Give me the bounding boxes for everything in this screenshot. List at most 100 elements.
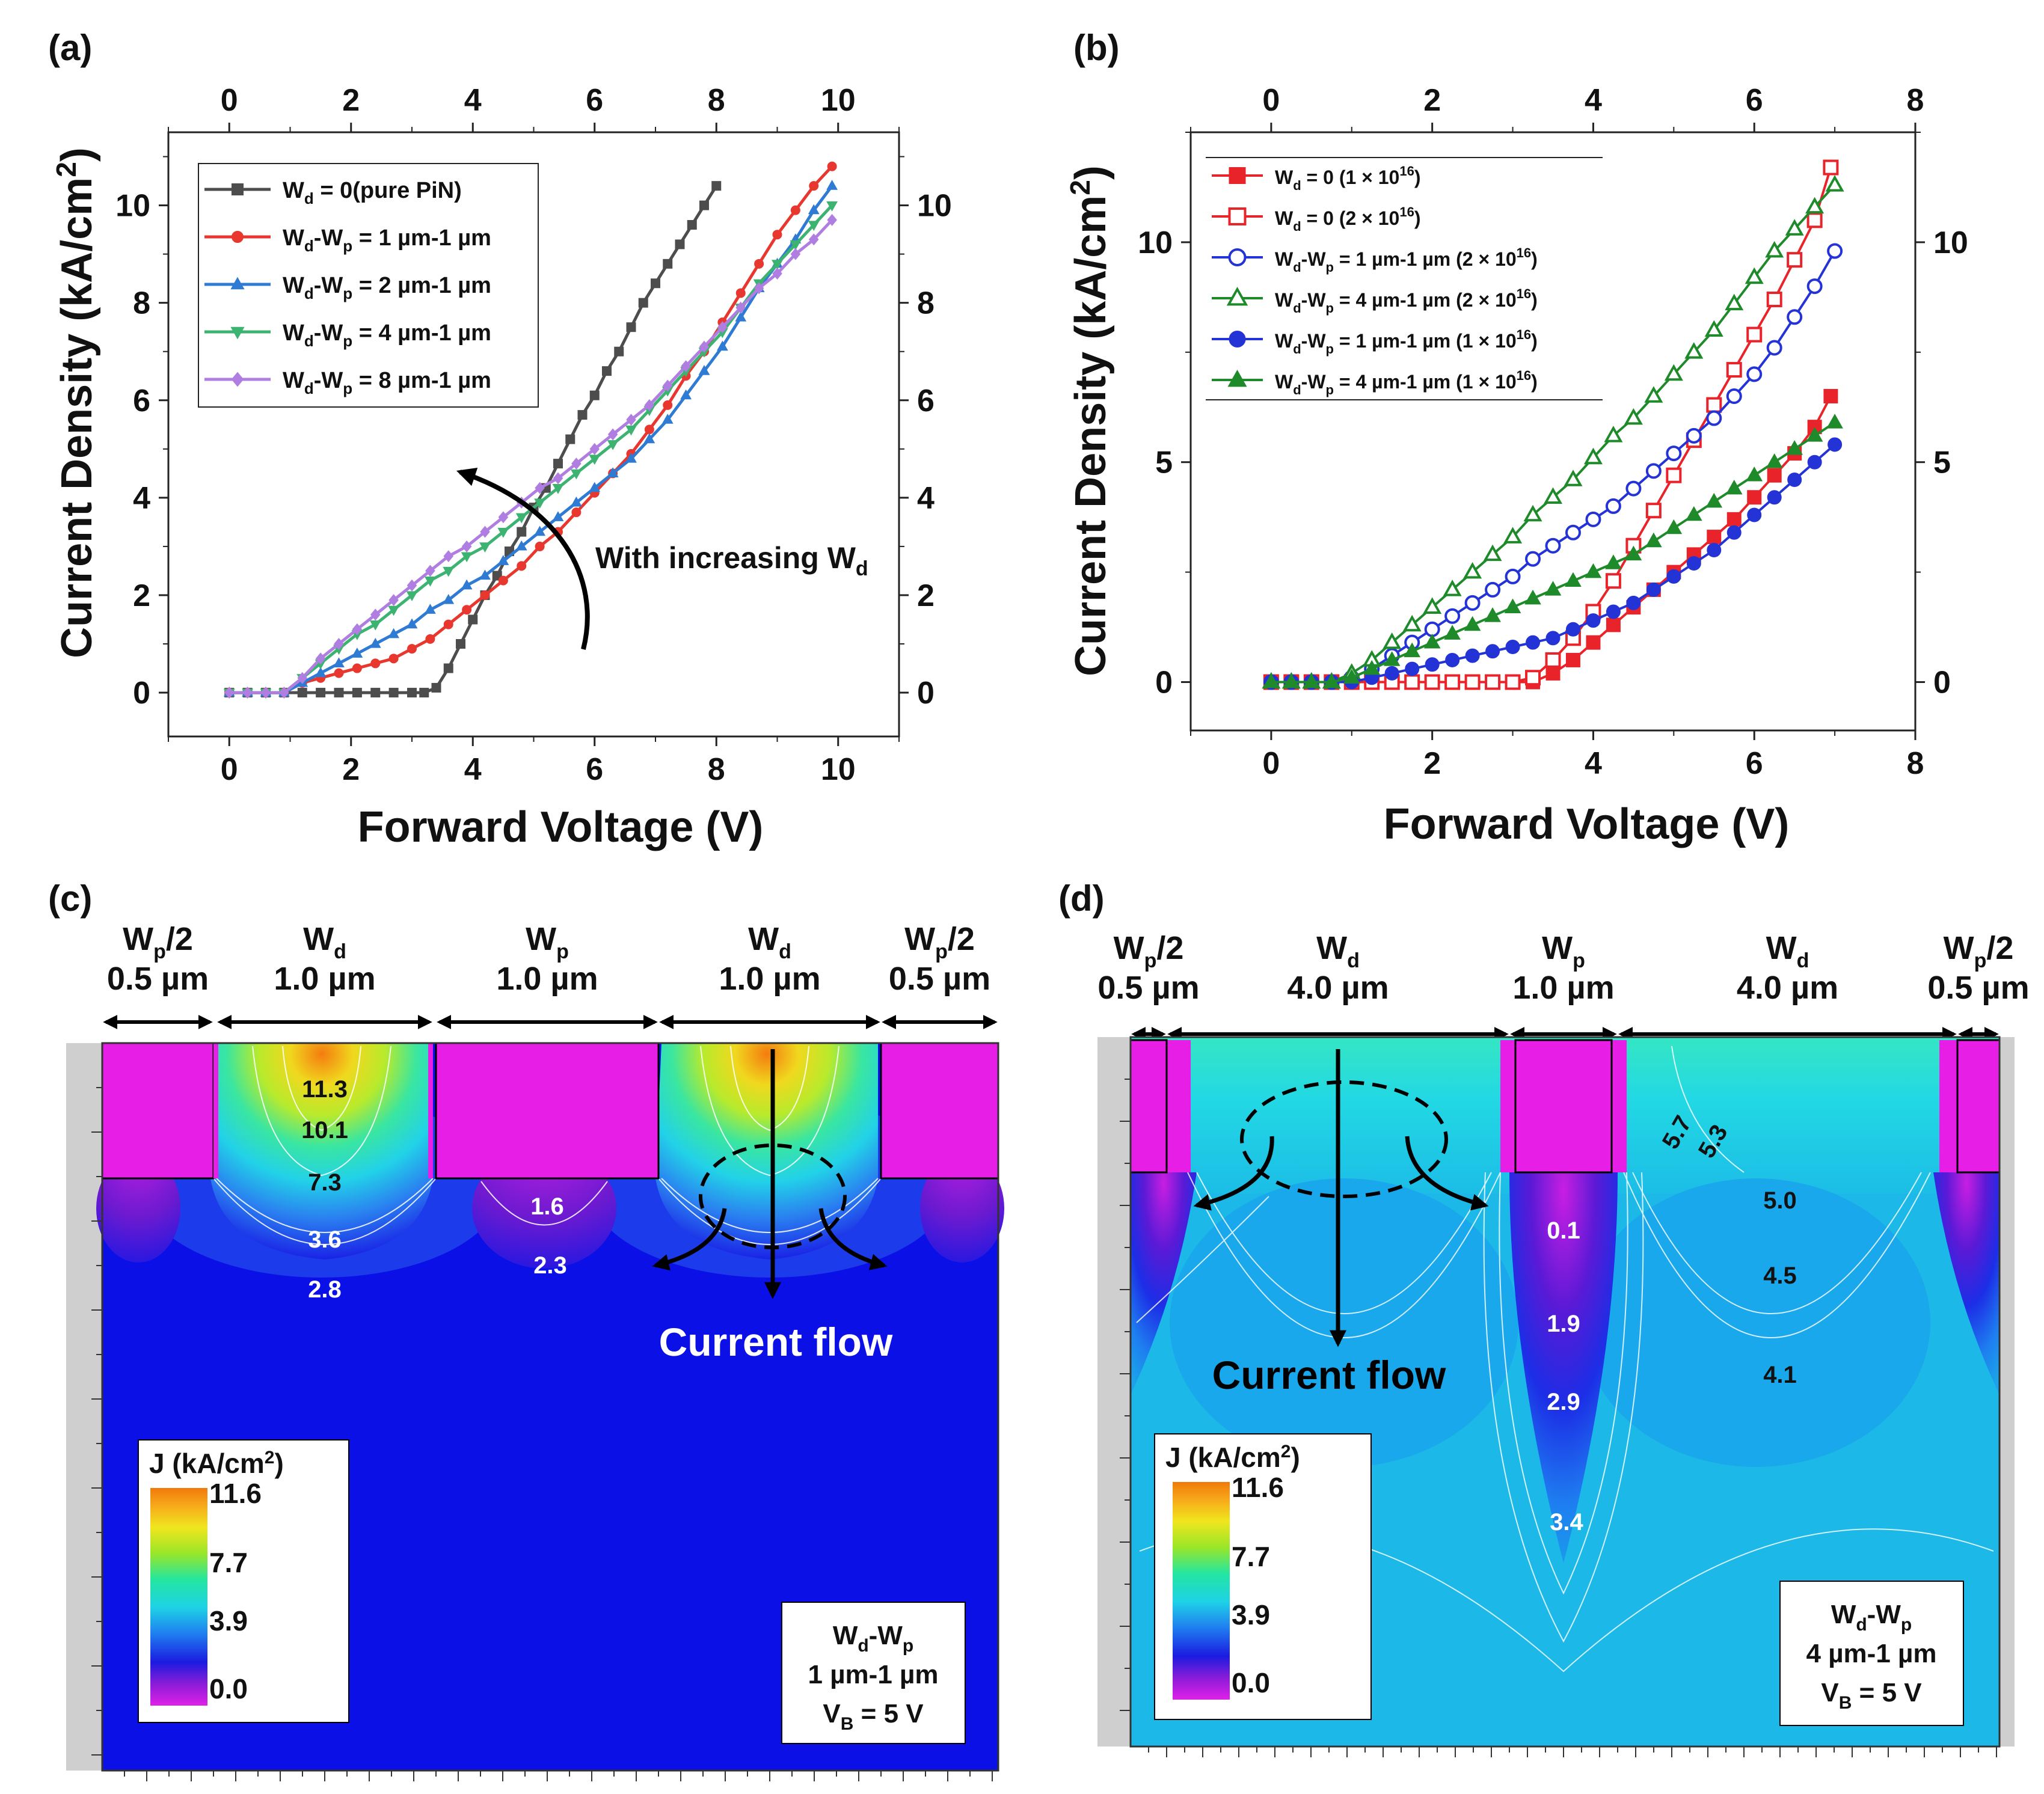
a-data-point — [534, 525, 546, 536]
a-data-point — [515, 540, 527, 551]
a-x-tick-label: 8 — [708, 752, 725, 787]
b-data-point — [1806, 427, 1823, 442]
a-data-point — [498, 511, 509, 524]
d-contour-label: 4.5 — [1763, 1263, 1797, 1289]
a-data-point — [535, 541, 545, 551]
b-y-tick-label: 0 — [1155, 666, 1173, 700]
a-data-point — [316, 688, 326, 698]
b-data-point — [1525, 670, 1541, 686]
a-data-point — [570, 469, 582, 480]
legend-label: Wd = 0 (1 × 1016) — [1275, 164, 1420, 193]
b-data-point — [1404, 674, 1420, 690]
a-data-point — [571, 507, 582, 518]
a-data-point — [552, 484, 564, 494]
b-x-tick-label-top: 2 — [1423, 83, 1441, 118]
b-data-point — [1726, 525, 1742, 540]
a-annotation: With increasing Wd — [595, 541, 868, 580]
a-data-point — [717, 321, 728, 334]
b-data-point — [1423, 597, 1442, 614]
b-data-point — [1726, 388, 1742, 404]
b-series-line — [1271, 167, 1832, 684]
c-p-depletion — [96, 1154, 180, 1263]
a-data-point — [644, 399, 655, 411]
b-data-point — [1746, 466, 1763, 482]
panel-label-d: (d) — [1058, 878, 1105, 919]
b-y-tick-label: 5 — [1155, 445, 1173, 480]
a-data-point — [443, 619, 453, 629]
a-data-point — [479, 542, 491, 553]
legend-label: Wd-Wp = 1 µm-1 µm (1 × 1016) — [1275, 327, 1538, 357]
c-contour-label: 3.6 — [308, 1226, 342, 1253]
b-data-point — [1263, 673, 1280, 688]
b-data-point — [1765, 240, 1784, 258]
b-data-point — [1485, 581, 1501, 598]
c-heatmap: 11.3 10.1 7.3 3.6 2.8 1.6 2.3 Current fl… — [66, 1042, 1004, 1781]
a-data-point — [352, 663, 362, 673]
a-y-tick-label-right: 0 — [917, 676, 935, 711]
d-flow-arrow-left — [1193, 1136, 1274, 1211]
b-data-point — [1706, 397, 1722, 413]
b-data-point — [1464, 616, 1481, 631]
a-data-point — [589, 455, 601, 465]
a-data-point — [698, 365, 710, 375]
b-data-point — [1645, 503, 1662, 519]
legend-label: Wd-Wp = 4 µm-1 µm (1 × 1016) — [1275, 368, 1538, 397]
a-data-point — [614, 346, 624, 357]
d-contour-label: 5.0 — [1763, 1187, 1797, 1214]
c-contour-label: 2.3 — [533, 1252, 567, 1279]
d-edge-depletion — [1933, 1172, 1999, 1395]
b-data-point — [1564, 470, 1583, 486]
d-ticks — [1120, 1079, 1997, 1757]
c-dimension-size: 1.0 µm — [496, 961, 598, 997]
a-x-tick-label-top: 10 — [821, 83, 856, 118]
b-data-point — [1323, 673, 1340, 688]
d-right-gutter — [1999, 1037, 2015, 1747]
a-data-point — [515, 513, 527, 524]
a-data-point — [461, 552, 473, 563]
legend-label: Wd = 0 (2 × 1016) — [1275, 204, 1420, 234]
a-data-point — [553, 459, 563, 469]
a-data-point — [517, 527, 527, 537]
a-data-point — [407, 644, 417, 654]
a-x-tick-label: 4 — [464, 752, 482, 787]
a-data-point — [681, 360, 691, 372]
b-data-point — [1805, 197, 1825, 214]
a-data-point — [407, 688, 417, 698]
d-colorbar — [1173, 1482, 1230, 1700]
b-data-point — [1787, 252, 1803, 268]
a-series-line — [229, 219, 833, 694]
a-data-point — [735, 311, 747, 322]
b-data-point — [1726, 362, 1742, 378]
b-data-point — [1766, 340, 1782, 356]
a-data-point — [242, 687, 253, 699]
b-data-point — [1444, 674, 1461, 690]
b-data-point — [1586, 613, 1601, 628]
d-dimension-name: Wp/2 — [1114, 930, 1184, 972]
b-x-tick-label-top: 4 — [1585, 83, 1602, 118]
b-data-point — [1586, 635, 1601, 650]
a-data-point — [809, 181, 819, 191]
c-contour-label: 2.8 — [308, 1276, 342, 1303]
a-data-point — [772, 260, 783, 270]
b-data-point — [1525, 551, 1541, 567]
a-data-point — [644, 424, 654, 435]
c-channel-left — [210, 1043, 433, 1260]
d-contour-label: 2.9 — [1547, 1389, 1580, 1415]
a-data-point — [638, 298, 648, 308]
b-data-point — [1726, 512, 1742, 527]
a-data-point — [662, 379, 673, 392]
a-data-point — [468, 614, 478, 625]
a-data-point — [735, 301, 746, 314]
a-data-point — [753, 282, 764, 295]
d-dimension-name: Wp/2 — [1944, 930, 2014, 972]
a-data-point — [570, 496, 582, 507]
a-data-point — [589, 390, 600, 400]
d-colorbar-tick: 7.7 — [1232, 1541, 1270, 1572]
a-data-point — [497, 527, 509, 538]
c-p-region — [880, 1042, 999, 1180]
c-p-region — [435, 1042, 660, 1180]
a-y-tick-label: 4 — [133, 481, 150, 516]
b-data-point — [1626, 595, 1641, 610]
b-data-point — [1465, 648, 1480, 663]
a-data-point — [297, 688, 307, 698]
